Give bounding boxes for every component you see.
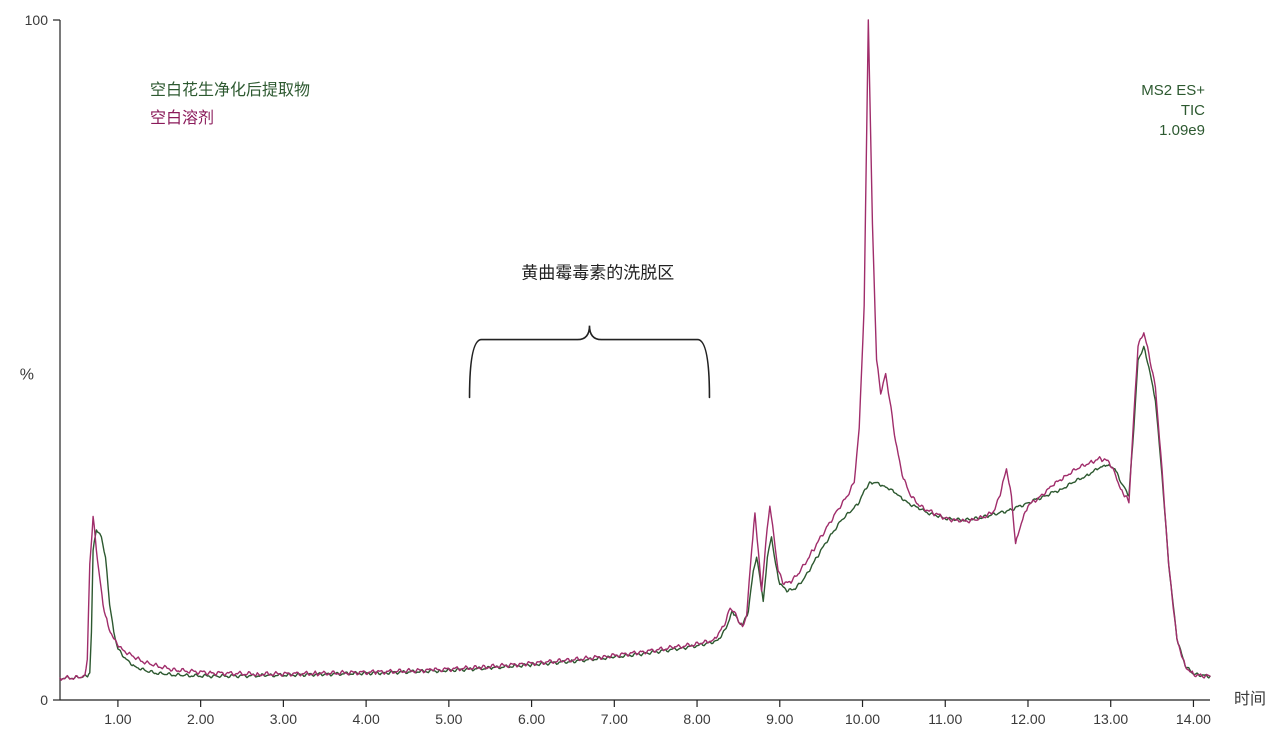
x-axis-label: 时间 <box>1234 690 1266 708</box>
x-tick-label: 13.00 <box>1093 711 1128 727</box>
x-tick-label: 7.00 <box>601 711 628 727</box>
x-tick-label: 9.00 <box>766 711 793 727</box>
x-tick-label: 11.00 <box>928 711 962 727</box>
chart-svg: 0 100% 1.00 2.00 3.00 4.00 5.00 6.00 7.00 8.00 9.0… <box>0 0 1280 750</box>
chromatogram-chart: 0 100% 1.00 2.00 3.00 4.00 5.00 6.00 7.00 8.00 9.0… <box>0 0 1280 750</box>
x-tick-label: 1.00 <box>104 711 131 727</box>
y-tick-label: 0 <box>40 692 48 708</box>
info-line: MS2 ES+ <box>1141 82 1205 99</box>
x-tick-label: 4.00 <box>352 711 379 727</box>
x-tick-label: 12.00 <box>1010 711 1045 727</box>
x-tick-label: 3.00 <box>270 711 297 727</box>
legend-item: 空白溶剂 <box>150 109 214 127</box>
info-line: 1.09e9 <box>1159 122 1205 139</box>
x-tick-label: 8.00 <box>683 711 710 727</box>
elution-region-label: 黄曲霉毒素的洗脱区 <box>521 263 674 282</box>
legend-item: 空白花生净化后提取物 <box>150 81 310 99</box>
x-tick-label: 14.00 <box>1176 711 1211 727</box>
info-line: TIC <box>1181 102 1205 119</box>
x-tick-label: 2.00 <box>187 711 214 727</box>
y-axis-label: % <box>20 367 34 384</box>
x-tick-label: 10.00 <box>845 711 880 727</box>
x-tick-label: 6.00 <box>518 711 545 727</box>
y-tick-label: 100 <box>25 12 49 28</box>
x-tick-label: 5.00 <box>435 711 462 727</box>
